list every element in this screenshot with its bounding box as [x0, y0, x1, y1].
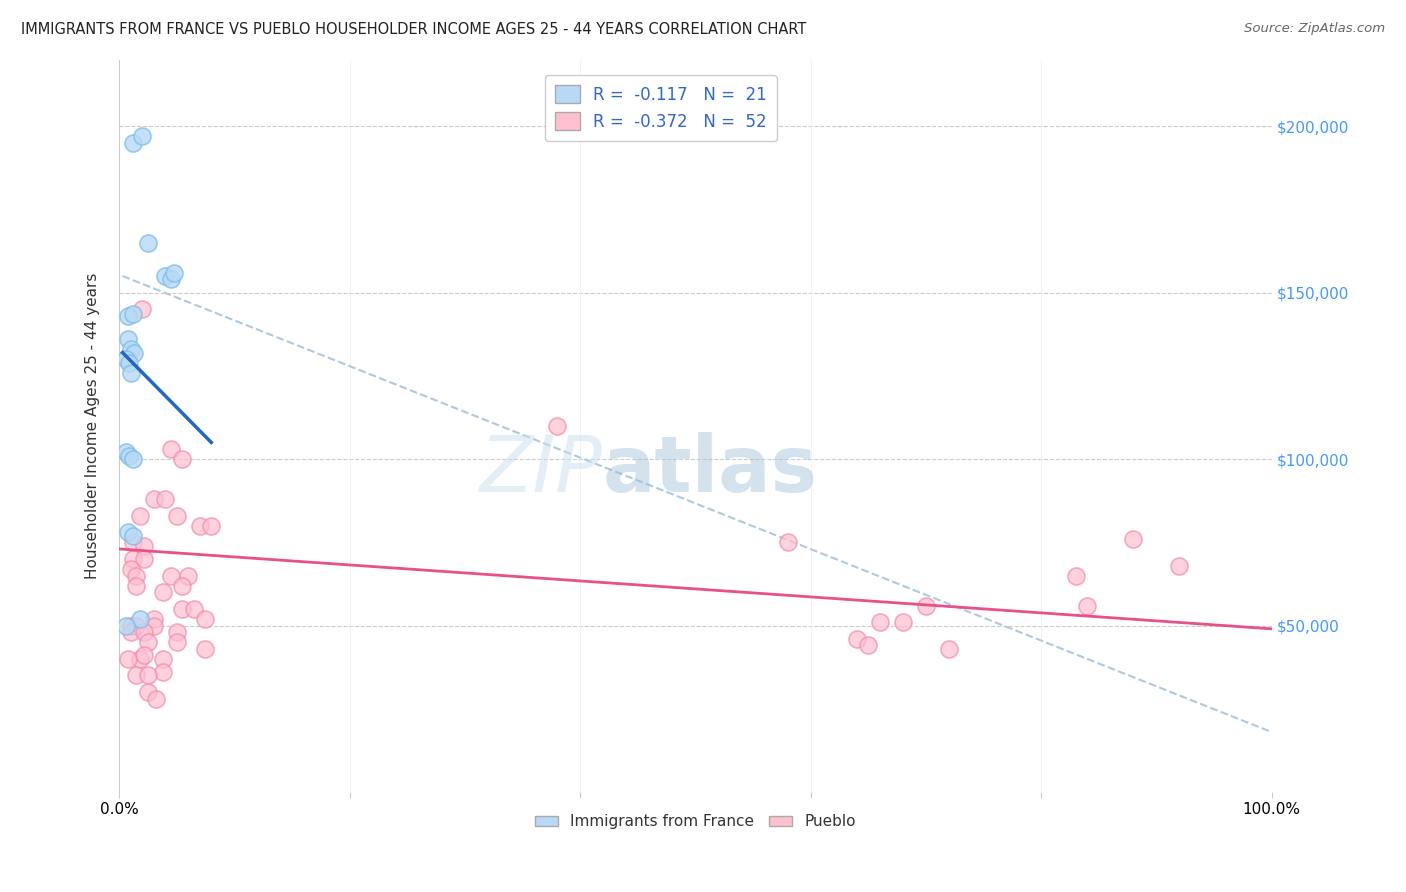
Legend: Immigrants from France, Pueblo: Immigrants from France, Pueblo — [529, 808, 862, 836]
Point — [120, 366, 142, 380]
Point — [546, 418, 568, 433]
Point — [125, 568, 148, 582]
Point — [125, 578, 148, 592]
Point — [891, 615, 914, 630]
Point — [160, 272, 183, 286]
Point — [115, 445, 138, 459]
Point — [117, 309, 139, 323]
Point — [166, 635, 188, 649]
Point — [869, 615, 891, 630]
Point — [166, 625, 188, 640]
Point — [136, 685, 159, 699]
Point — [125, 618, 148, 632]
Point — [194, 612, 217, 626]
Point — [120, 342, 142, 356]
Point — [117, 652, 139, 666]
Point — [122, 535, 145, 549]
Point — [134, 552, 156, 566]
Point — [152, 585, 174, 599]
Point — [194, 641, 217, 656]
Point — [172, 452, 194, 467]
Point — [183, 602, 205, 616]
Point — [153, 491, 176, 506]
Point — [128, 508, 150, 523]
Point — [128, 652, 150, 666]
Point — [160, 442, 183, 456]
Point — [938, 641, 960, 656]
Point — [136, 635, 159, 649]
Point — [188, 518, 211, 533]
Point — [142, 612, 165, 626]
Point — [120, 562, 142, 576]
Point — [172, 602, 194, 616]
Point — [856, 639, 879, 653]
Point — [134, 648, 156, 663]
Point — [136, 235, 159, 250]
Point — [914, 599, 936, 613]
Point — [125, 668, 148, 682]
Point — [172, 578, 194, 592]
Point — [134, 625, 156, 640]
Point — [200, 518, 222, 533]
Point — [177, 568, 200, 582]
Point — [153, 268, 176, 283]
Point — [118, 355, 141, 369]
Point — [117, 525, 139, 540]
Point — [122, 528, 145, 542]
Point — [845, 632, 868, 646]
Point — [122, 136, 145, 150]
Point — [118, 449, 141, 463]
Point — [166, 508, 188, 523]
Point — [1168, 558, 1191, 573]
Point — [115, 618, 138, 632]
Text: ZIP: ZIP — [479, 432, 603, 508]
Point — [1122, 532, 1144, 546]
Text: IMMIGRANTS FROM FRANCE VS PUEBLO HOUSEHOLDER INCOME AGES 25 - 44 YEARS CORRELATI: IMMIGRANTS FROM FRANCE VS PUEBLO HOUSEHO… — [21, 22, 807, 37]
Text: atlas: atlas — [603, 432, 818, 508]
Point — [128, 612, 150, 626]
Point — [136, 668, 159, 682]
Point — [163, 266, 186, 280]
Point — [122, 552, 145, 566]
Point — [120, 618, 142, 632]
Point — [131, 129, 153, 144]
Point — [120, 625, 142, 640]
Point — [117, 332, 139, 346]
Point — [145, 691, 167, 706]
Point — [776, 535, 799, 549]
Point — [142, 491, 165, 506]
Y-axis label: Householder Income Ages 25 - 44 years: Householder Income Ages 25 - 44 years — [86, 273, 100, 579]
Point — [122, 307, 145, 321]
Point — [152, 652, 174, 666]
Point — [152, 665, 174, 679]
Point — [122, 452, 145, 467]
Point — [160, 568, 183, 582]
Point — [122, 345, 145, 359]
Point — [1076, 599, 1098, 613]
Point — [1064, 568, 1087, 582]
Point — [115, 352, 138, 367]
Text: Source: ZipAtlas.com: Source: ZipAtlas.com — [1244, 22, 1385, 36]
Point — [142, 618, 165, 632]
Point — [131, 302, 153, 317]
Point — [134, 539, 156, 553]
